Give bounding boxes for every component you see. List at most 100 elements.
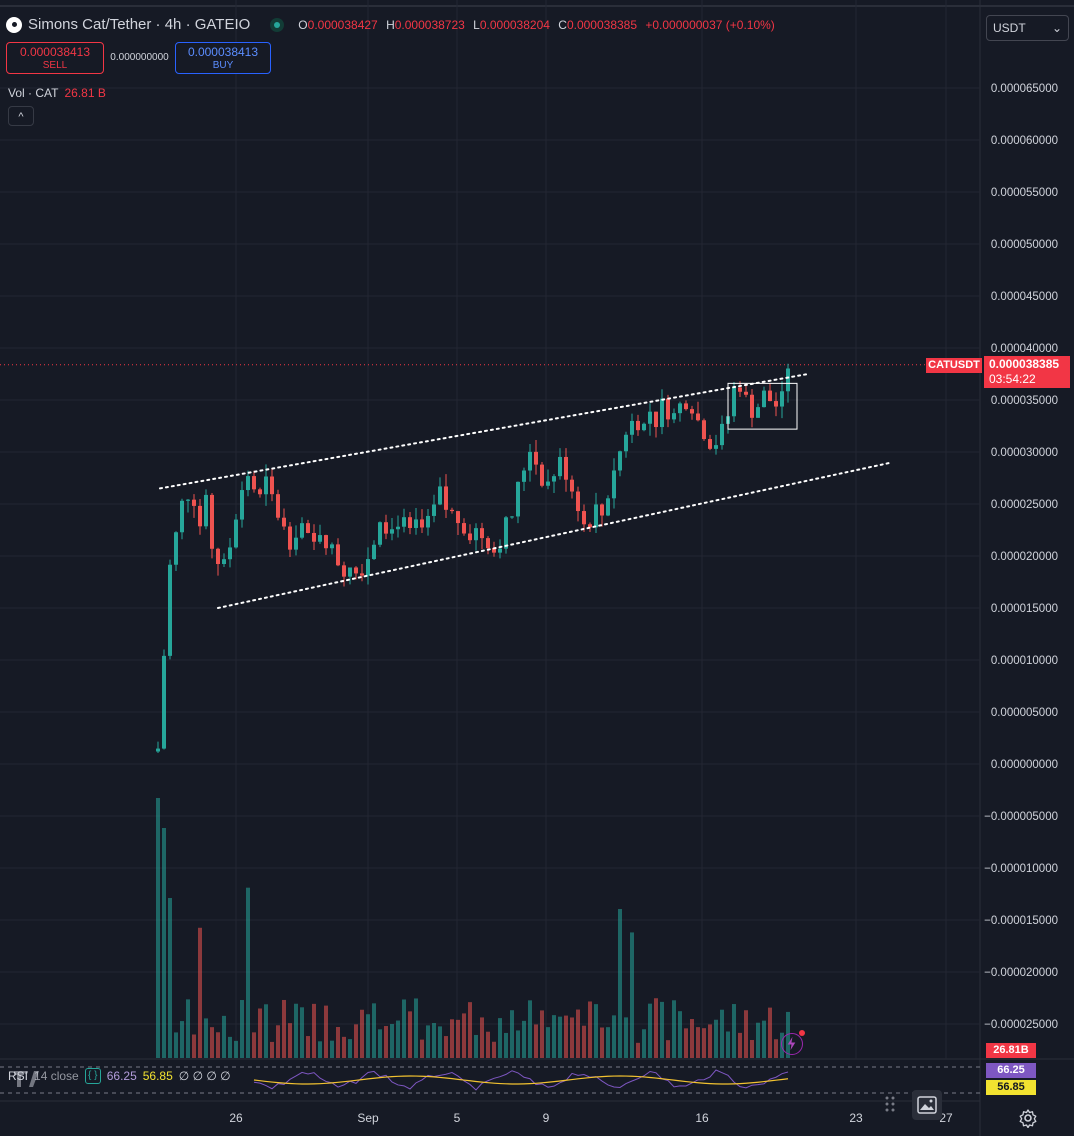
volume-bar: [468, 1002, 472, 1058]
candle-body: [186, 499, 190, 501]
collapse-legend-button[interactable]: ^: [8, 106, 34, 126]
volume-bar: [666, 1040, 670, 1058]
y-tick-label: 0.000005000: [991, 707, 1058, 719]
volume-bar: [324, 1005, 328, 1058]
volume-bar: [204, 1018, 208, 1058]
volume-bar: [684, 1028, 688, 1058]
candle-body: [300, 523, 304, 538]
price-tag-symbol: CATUSDT: [926, 358, 982, 373]
y-tick-label: −0.000005000: [984, 811, 1058, 823]
last-price-tag: CATUSDT 0.000038385 03:54:22: [926, 356, 1074, 388]
candle-body: [774, 401, 778, 407]
volume-bar: [492, 1041, 496, 1058]
volume-bar: [312, 1003, 316, 1058]
volume-bar: [252, 1032, 256, 1058]
candle-body: [624, 434, 628, 452]
candle-body: [606, 498, 610, 516]
currency-select[interactable]: USDT ⌄: [986, 15, 1069, 41]
volume-bar: [210, 1027, 214, 1058]
candle-body: [732, 387, 736, 417]
candle-body: [288, 526, 292, 550]
trendline-annotations: [159, 373, 893, 609]
gateio-logo-icon: [6, 16, 22, 33]
candle-body: [204, 494, 208, 527]
candle-body: [762, 390, 766, 408]
candle-body: [156, 748, 160, 752]
volume-bar: [246, 887, 250, 1058]
volume-bar: [384, 1026, 388, 1058]
candle-body: [276, 494, 280, 518]
y-tick-label: 0.000035000: [991, 395, 1058, 407]
close-key: C: [558, 17, 567, 32]
volume-bar: [198, 927, 202, 1058]
candle-body: [426, 515, 430, 528]
rsi-legend[interactable]: RSI 14 close { } 66.25 56.85 ∅ ∅ ∅ ∅: [8, 1068, 231, 1084]
candle-body: [786, 368, 790, 392]
candle-body: [546, 481, 550, 486]
candle-body: [414, 519, 418, 528]
high-key: H: [386, 17, 395, 32]
sell-button[interactable]: 0.000038413 SELL: [6, 42, 104, 74]
market-open-icon[interactable]: [270, 17, 285, 32]
candle-body: [696, 413, 700, 421]
volume-bar: [354, 1024, 358, 1058]
candle-body: [270, 476, 274, 495]
volume-bar: [612, 1015, 616, 1058]
volume-bar: [318, 1041, 322, 1058]
y-tick-label: −0.000015000: [984, 915, 1058, 927]
volume-bar: [372, 1003, 376, 1058]
curly-brackets-icon[interactable]: { }: [84, 1068, 101, 1084]
candle-body: [672, 413, 676, 420]
candle-body: [462, 523, 466, 534]
drag-handle-icon[interactable]: [884, 1094, 896, 1119]
candle-body: [366, 559, 370, 576]
volume-bar: [306, 1036, 310, 1058]
candle-body: [552, 476, 556, 482]
volume-legend[interactable]: Vol · CAT 26.81 B: [8, 86, 106, 100]
volume-bar: [606, 1027, 610, 1058]
tradingview-logo-icon[interactable]: [14, 1070, 40, 1093]
candle-body: [180, 500, 184, 533]
candle-body: [780, 391, 784, 407]
candle-body: [294, 537, 298, 550]
symbol-title[interactable]: Simons Cat/Tether · 4h · GATEIO: [28, 16, 251, 33]
candle-body: [576, 491, 580, 512]
volume-bar: [282, 999, 286, 1058]
volume-bar: [276, 1025, 280, 1058]
volume-bar: [762, 1020, 766, 1058]
candle-body: [540, 464, 544, 486]
volume-bar: [174, 1032, 178, 1058]
high-value: 0.000038723: [394, 17, 465, 32]
volume-bar: [234, 1040, 238, 1058]
candle-body: [312, 532, 316, 542]
volume-bar: [156, 798, 160, 1058]
settings-gear-icon[interactable]: [1018, 1108, 1038, 1133]
candle-body: [330, 544, 334, 549]
candle-body: [336, 544, 340, 566]
buy-button[interactable]: 0.000038413 BUY: [175, 42, 271, 74]
candle-body: [390, 529, 394, 534]
volume-bar: [564, 1015, 568, 1058]
volume-bar: [474, 1034, 478, 1058]
upper-channel-line: [159, 373, 809, 490]
close-value: 0.000038385: [566, 17, 638, 32]
candle-body: [264, 476, 268, 495]
volume-bar: [438, 1026, 442, 1058]
candle-body: [756, 407, 760, 418]
volume-bar: [480, 1017, 484, 1058]
x-tick-label: Sep: [357, 1111, 379, 1125]
volume-bar: [696, 1027, 700, 1058]
y-tick-label: 0.000060000: [991, 135, 1058, 147]
lightning-alert-icon[interactable]: [781, 1030, 805, 1055]
chevron-down-icon: ⌄: [1051, 21, 1062, 35]
y-tick-label: 0.000055000: [991, 187, 1058, 199]
volume-bar: [222, 1015, 226, 1058]
candle-body: [234, 519, 238, 548]
candle-body: [648, 411, 652, 424]
snapshot-image-icon[interactable]: [912, 1090, 942, 1120]
candle-body: [738, 387, 742, 392]
volume-bar: [396, 1020, 400, 1058]
y-tick-label: 0.000010000: [991, 655, 1058, 667]
currency-select-value: USDT: [993, 21, 1026, 35]
